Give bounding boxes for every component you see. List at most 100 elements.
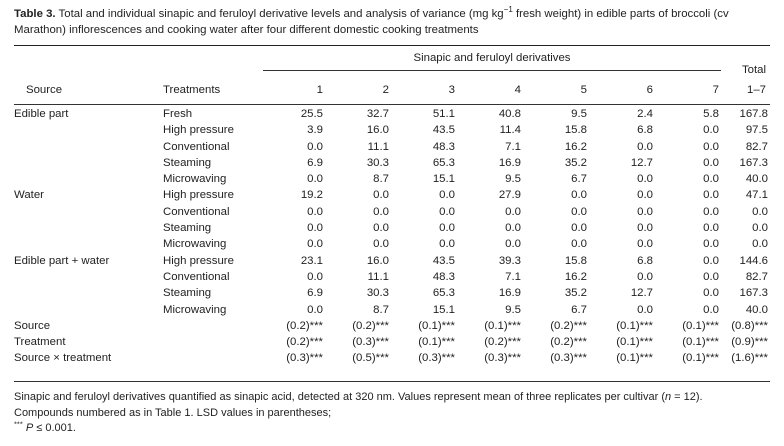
header-total: Total [741,64,766,76]
cell-compound-7: 0.0 [703,270,719,283]
cell-compound-4: 7.1 [505,270,521,283]
cell-compound-3: 15.1 [432,173,455,186]
cell-source [14,155,163,171]
header-source: Source [26,84,63,96]
cell-compound-2: 0.0 [373,205,389,218]
table-row: Steaming 0.0 0.0 0.0 0.0 0.0 0.0 0.0 0.0 [14,220,770,236]
cell-total: 167.8 [739,108,768,120]
cell-compound-6: 6.8 [637,254,653,267]
cell-treatment: Microwaving [163,173,227,186]
cell-total: 82.7 [745,140,768,153]
cell-compound-3: (0.1)*** [418,319,455,332]
cell-compound-2: 30.3 [366,287,389,300]
footnote-line-3-text: ≤ 0.001. [33,422,76,434]
cell-compound-1: 0.0 [307,173,323,186]
cell-compound-5: 0.0 [571,222,587,235]
cell-compound-2: 8.7 [373,303,389,316]
table-row: Source (0.2)*** (0.2)*** (0.1)*** (0.1)*** (0… [14,318,770,334]
cell-treatment: Steaming [163,156,212,169]
cell-source: Water [14,189,44,202]
cell-treatment: Conventional [163,270,230,283]
cell-compound-3: 48.3 [432,270,455,283]
cell-treatment: Microwaving [163,303,227,316]
cell-compound-4: (0.2)*** [484,336,521,349]
cell-compound-5: 6.7 [571,303,587,316]
footnote-line-3: *** P ≤ 0.001. [14,419,770,437]
cell-compound-1: 19.2 [300,189,323,202]
cell-compound-5: 0.0 [571,238,587,251]
column-header-3: 3 [448,84,455,96]
cell-treatment [163,318,263,334]
cell-total: 47.1 [745,189,768,202]
cell-compound-3: 51.1 [432,108,455,120]
cell-compound-5: 35.2 [564,156,587,169]
table-body: Edible part Fresh 25.5 32.7 51.1 40.8 9.5 2.4 5.… [14,106,770,367]
cell-compound-6: 12.7 [630,156,653,169]
table-row: Conventional 0.0 11.1 48.3 7.1 16.2 0.0 0.0 82.7 [14,269,770,285]
cell-compound-7: 0.0 [703,287,719,300]
cell-compound-1: (0.3)*** [286,352,323,365]
cell-compound-3: (0.1)*** [418,336,455,349]
cell-compound-1: 0.0 [307,303,323,316]
cell-total: (0.9)*** [731,336,768,349]
cell-compound-3: 0.0 [439,222,455,235]
table-row: High pressure 3.9 16.0 43.5 11.4 15.8 6.8 0.0 97… [14,122,770,138]
cell-compound-5: 15.8 [564,254,587,267]
cell-compound-3: 0.0 [439,205,455,218]
cell-total: 0.0 [752,205,768,218]
cell-compound-3: (0.3)*** [418,352,455,365]
cell-compound-1: 25.5 [300,108,323,120]
footnote-line-2: Compounds numbered as in Table 1. LSD va… [14,406,332,419]
cell-source: Source [14,319,51,332]
cell-compound-7: 0.0 [703,222,719,235]
cell-compound-6: 0.0 [637,189,653,202]
cell-compound-7: (0.1)*** [682,352,719,365]
column-header-2: 2 [382,84,389,96]
table-row: Steaming 6.9 30.3 65.3 16.9 35.2 12.7 0.0 167.3 [14,285,770,301]
cell-treatment: Steaming [163,287,212,300]
cell-compound-6: 2.4 [637,108,653,120]
cell-compound-7: 0.0 [703,254,719,267]
cell-compound-2: 16.0 [366,254,389,267]
cell-compound-5: 16.2 [564,140,587,153]
cell-source [14,139,163,155]
header-treatments: Treatments [163,84,221,96]
table-footnote: Sinapic and feruloyl derivatives quantif… [14,390,770,437]
cell-compound-5: 35.2 [564,287,587,300]
cell-total: 82.7 [745,270,768,283]
cell-compound-3: 65.3 [432,287,455,300]
cell-compound-6: 0.0 [637,238,653,251]
cell-treatment: High pressure [163,254,234,267]
cell-treatment [163,350,263,366]
cell-treatment: Steaming [163,222,212,235]
cell-total: 40.0 [745,303,768,316]
caption-superscript: −1 [503,5,513,15]
cell-treatment: Fresh [163,108,193,120]
cell-compound-6: 12.7 [630,287,653,300]
cell-compound-5: (0.2)*** [550,336,587,349]
bottom-rule [14,381,770,382]
table-row: Treatment (0.2)*** (0.3)*** (0.1)*** (0.2)**… [14,334,770,350]
group-span-rule [263,70,721,71]
cell-source: Treatment [14,336,66,349]
table-row: Microwaving 0.0 0.0 0.0 0.0 0.0 0.0 0.0 0.0 [14,236,770,252]
cell-source [14,171,163,187]
cell-source [14,285,163,301]
cell-total: 0.0 [752,238,768,251]
cell-compound-7: 0.0 [703,140,719,153]
footnote-asterisks: *** [14,419,23,429]
cell-compound-6: 0.0 [637,270,653,283]
cell-compound-7: (0.1)*** [682,319,719,332]
footnote-p: P [22,422,34,434]
cell-compound-6: 0.0 [637,173,653,186]
cell-compound-5: 9.5 [571,108,587,120]
cell-source [14,302,163,318]
cell-total: 167.3 [739,287,768,300]
table-caption: Table 3. Total and individual sinapic an… [14,6,770,38]
cell-compound-4: (0.1)*** [484,319,521,332]
cell-compound-4: 16.9 [498,287,521,300]
cell-compound-7: 0.0 [703,189,719,202]
cell-compound-2: 11.1 [367,270,389,283]
cell-source: Source × treatment [14,352,112,365]
